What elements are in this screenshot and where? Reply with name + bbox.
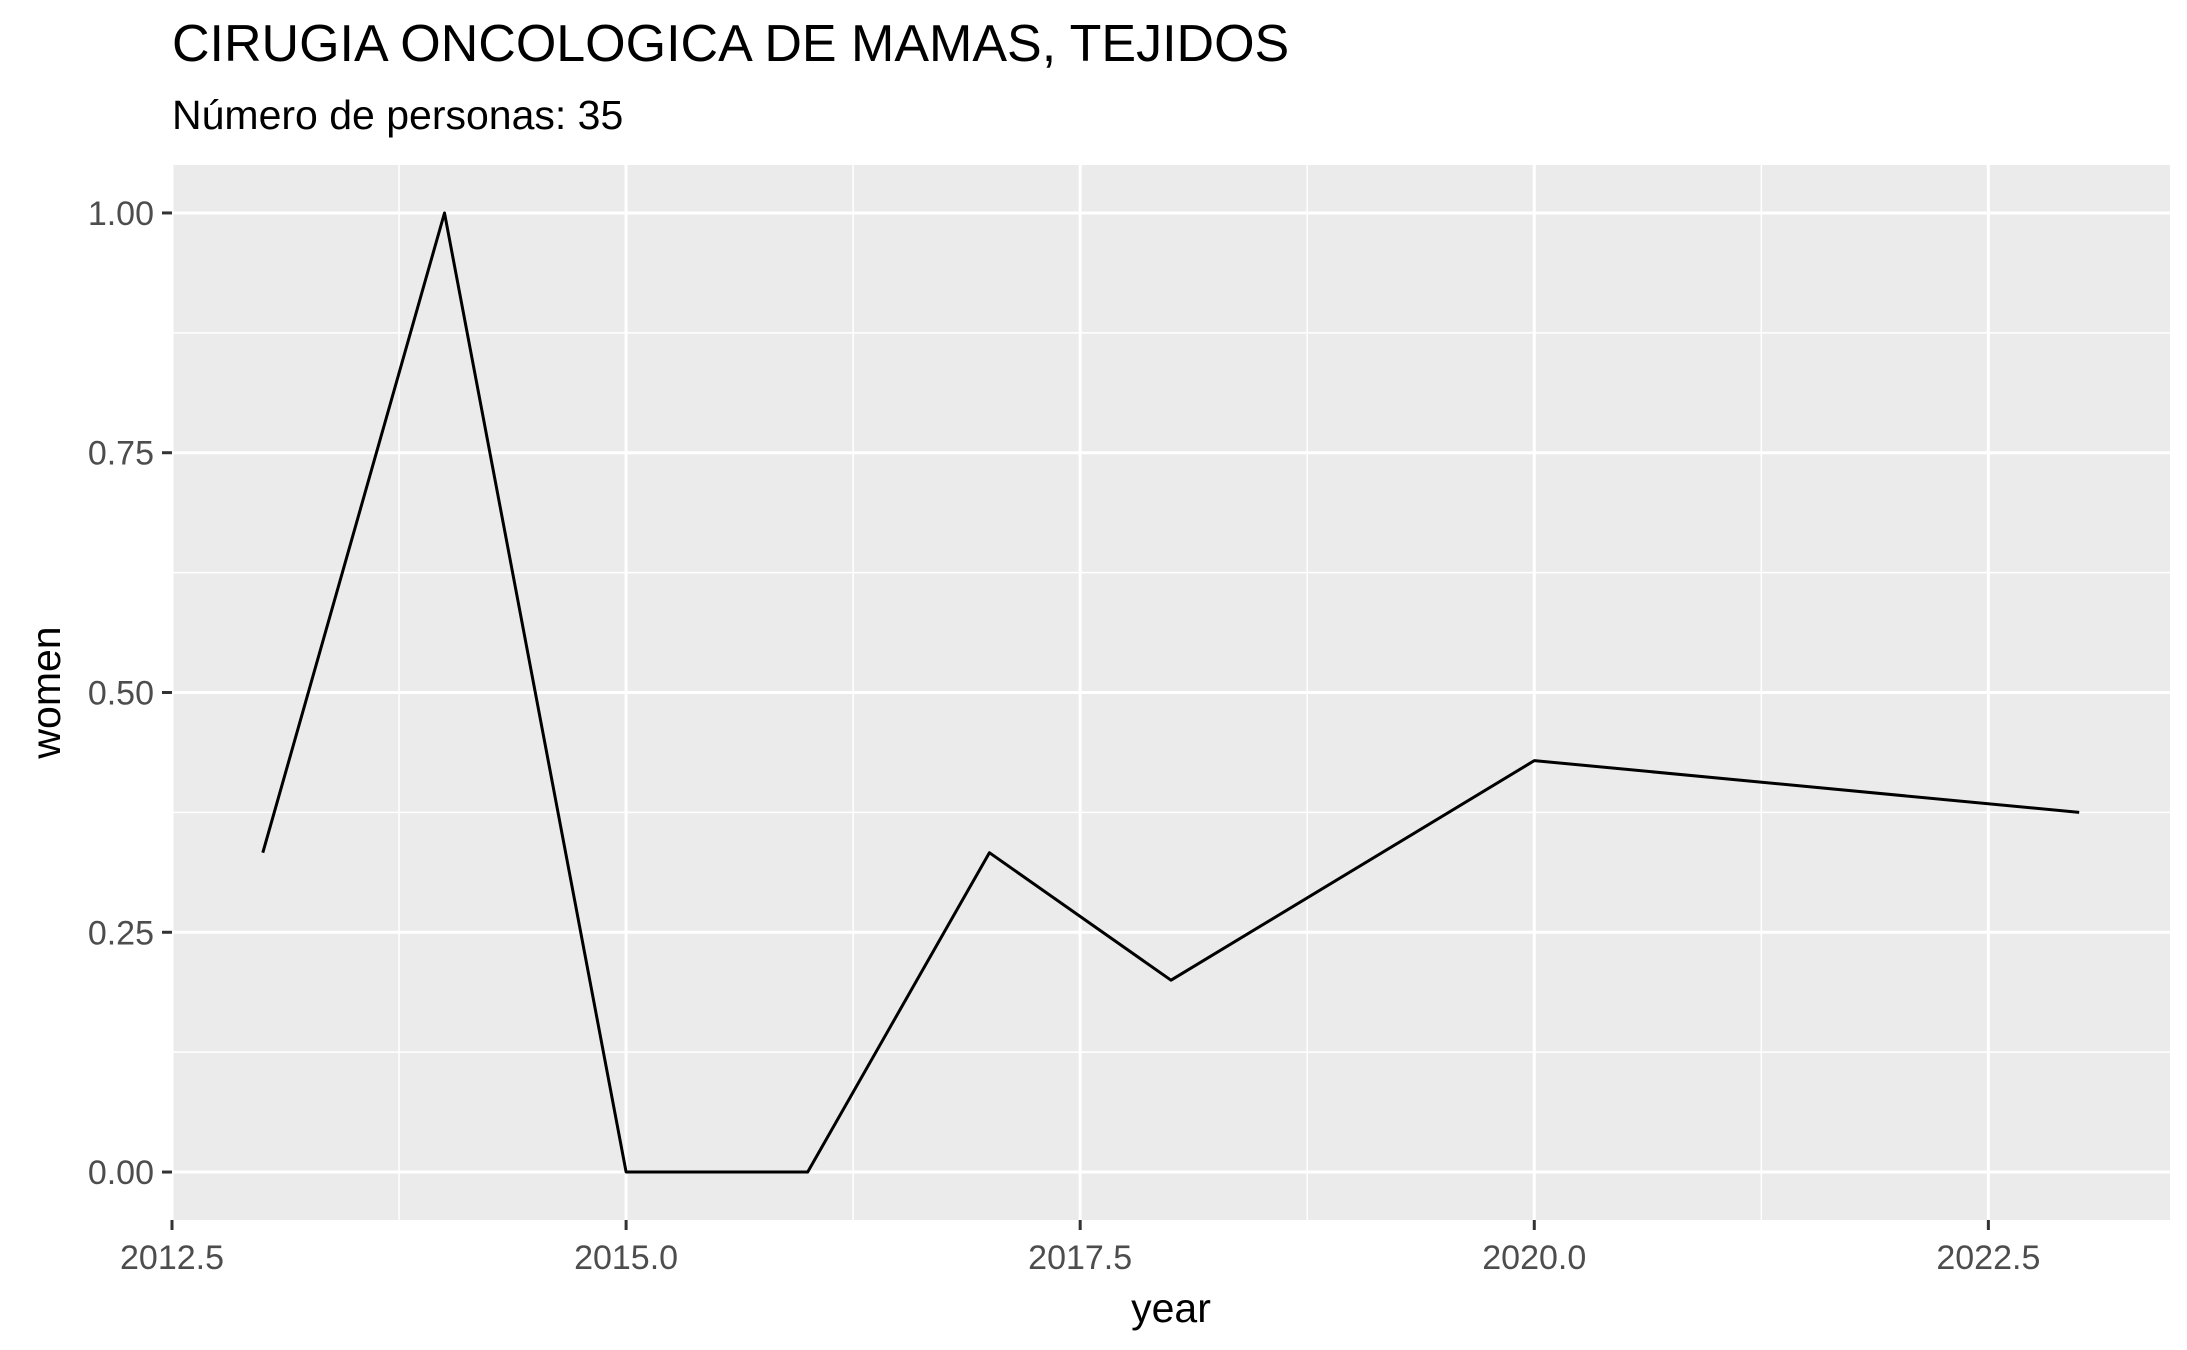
y-tick-label: 0.25 [88,914,154,952]
x-tick-label: 2017.5 [1028,1239,1132,1277]
y-tick-label: 1.00 [88,195,154,233]
x-tick-label: 2015.0 [574,1239,678,1277]
y-axis: 0.00 0.25 0.50 0.75 1.00 [88,195,172,1192]
y-tick-label: 0.75 [88,435,154,473]
y-axis-title: women [23,626,69,759]
x-axis: 2012.5 2015.0 2017.5 2020.0 2022.5 [120,1220,2040,1277]
y-tick-label: 0.50 [88,675,154,713]
x-axis-title: year [1131,1285,1211,1331]
x-tick-label: 2022.5 [1936,1239,2040,1277]
chart-subtitle: Número de personas: 35 [172,92,624,138]
series-line [261,211,2080,1174]
y-tick-label: 0.00 [88,1154,154,1192]
x-tick-label: 2012.5 [120,1239,224,1277]
x-tick-label: 2020.0 [1482,1239,1586,1277]
chart-title: CIRUGIA ONCOLOGICA DE MAMAS, TEJIDOS [172,15,1290,73]
